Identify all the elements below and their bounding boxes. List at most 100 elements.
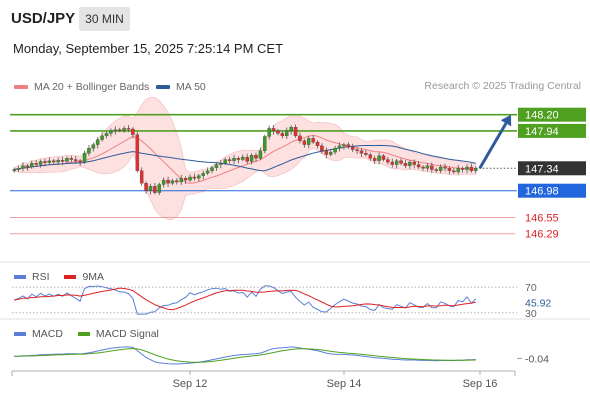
candle-body	[73, 159, 78, 161]
candle-body	[135, 134, 140, 171]
candle-body	[104, 133, 109, 137]
candle-body	[267, 128, 271, 137]
candle-body	[38, 161, 43, 165]
candle-body	[289, 127, 293, 132]
rsi-line	[14, 285, 477, 315]
candle-body	[315, 141, 320, 146]
candle-body	[460, 168, 465, 170]
rsi-level-label: 70	[525, 282, 537, 294]
candle-body	[276, 130, 280, 134]
candle-body	[386, 159, 390, 163]
level-tag-label: 146.29	[525, 229, 559, 241]
ma20-line	[14, 134, 476, 184]
interval-button[interactable]: 30 MIN	[79, 7, 130, 31]
candle-body	[21, 165, 25, 169]
candle-body	[117, 129, 122, 131]
level-tag	[518, 183, 586, 198]
rsi-swatch	[14, 275, 26, 280]
candle-body	[210, 167, 214, 171]
candle-body	[91, 144, 96, 149]
candle-body	[87, 148, 91, 154]
macd-legend-label: MACD	[32, 328, 63, 340]
candle-body	[337, 145, 342, 149]
rsi-level-label: 30	[525, 308, 537, 320]
rsi-legend-label: RSI	[32, 271, 50, 283]
timestamp: Monday, September 15, 2025 7:25:14 PM CE…	[13, 41, 284, 56]
candle-body	[25, 165, 30, 168]
candle-body	[285, 130, 289, 137]
research-credit: Research © 2025 Trading Central	[424, 80, 581, 92]
bollinger-band	[13, 96, 477, 220]
candle-body	[34, 163, 38, 165]
candle-body	[122, 128, 126, 131]
level-tag	[518, 123, 586, 138]
macd-signal-swatch	[77, 332, 90, 337]
macd-line	[14, 346, 476, 365]
candle-body	[456, 168, 460, 173]
rsi-ma9-line	[14, 287, 476, 311]
candle-body	[197, 175, 201, 179]
candle-body	[219, 163, 223, 165]
chart-header: USD/JPY 30 MIN Monday, September 15, 202…	[0, 0, 590, 70]
candle-body	[236, 158, 241, 160]
candle-body	[47, 160, 52, 163]
candle-body	[381, 155, 386, 160]
candle-body	[166, 179, 170, 184]
level-tag	[518, 107, 586, 122]
x-tick-label: Sep 14	[327, 378, 362, 390]
candle-body	[52, 160, 56, 163]
candle-body	[394, 160, 399, 165]
candle-body	[170, 180, 175, 184]
candle-body	[139, 170, 144, 184]
candle-body	[355, 149, 359, 151]
candle-body	[188, 176, 192, 181]
candle-body	[324, 150, 329, 155]
candle-body	[412, 161, 417, 165]
candle-body	[346, 144, 351, 148]
macd-signal-legend-label: MACD Signal	[95, 328, 159, 340]
candle-body	[183, 178, 188, 181]
candle-body	[227, 159, 232, 161]
rsi-current-label: 45.92	[525, 298, 551, 310]
candle-body	[258, 150, 263, 159]
macd-current-label: -0.04	[525, 354, 549, 366]
candle-body	[69, 158, 74, 160]
candle-body	[175, 180, 179, 183]
candle-body	[78, 160, 82, 163]
candle-body	[368, 154, 373, 159]
candle-body	[311, 138, 315, 143]
candle-body	[82, 153, 87, 163]
candle-body	[249, 155, 254, 162]
candle-body	[56, 160, 60, 163]
x-tick-label: Sep 16	[463, 378, 498, 390]
forecast-arrow-head	[500, 114, 512, 127]
candle-body	[372, 158, 377, 161]
candle-body	[298, 135, 302, 142]
symbol-title: USD/JPY	[11, 10, 76, 27]
candle-body	[113, 129, 118, 132]
ma20-swatch	[14, 85, 28, 90]
candle-body	[293, 127, 298, 137]
level-tag-label: 146.55	[525, 213, 559, 225]
candle-body	[214, 164, 219, 168]
macd-swatch	[14, 332, 26, 337]
rsi-ma9-swatch	[64, 275, 77, 280]
candle-body	[430, 165, 434, 170]
candle-body	[205, 170, 210, 174]
candle-body	[254, 155, 258, 159]
candle-body	[232, 158, 236, 161]
candle-body	[161, 179, 166, 185]
candle-body	[342, 144, 346, 146]
candle-body	[109, 130, 113, 134]
level-tag-label: 146.98	[525, 186, 559, 198]
level-tag-label: 148.20	[525, 110, 559, 122]
candle-body	[416, 164, 421, 168]
candle-body	[377, 155, 381, 161]
candle-body	[408, 161, 412, 166]
candle-body	[469, 166, 474, 171]
x-tick-label: Sep 12	[173, 378, 208, 390]
candle-body	[421, 166, 425, 169]
candle-body	[263, 136, 267, 151]
candle-body	[60, 160, 65, 162]
